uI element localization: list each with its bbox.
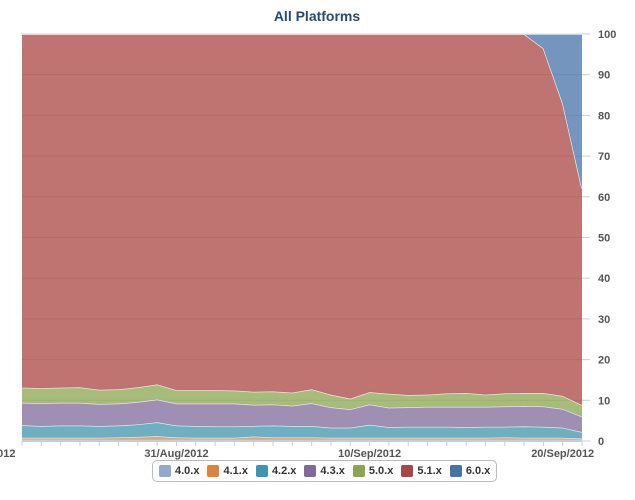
y-tick-label: 10 [598,395,610,407]
y-tick-label: 40 [598,273,610,285]
y-tick-label: 100 [598,29,616,41]
legend-item-5-1-x[interactable]: 5.1.x [401,465,442,477]
legend-swatch [449,465,462,477]
legend-label: 6.0.x [465,465,491,477]
x-tick-label: 21/Aug/2012 [0,448,15,460]
stacked-area-chart: All Platforms 0 10 20 30 40 50 60 70 80 90 100 21/A… [0,8,616,460]
legend-swatch [304,465,317,477]
x-tick-label: 10/Sep/2012 [338,448,401,460]
y-tick-label: 50 [598,233,610,245]
legend-swatch [255,465,268,477]
area-4-2-x [22,422,582,439]
legend-swatch [352,465,365,477]
legend-label: 5.1.x [417,465,442,477]
area-4-3-x [22,399,582,433]
axes: 0 10 20 30 40 50 60 70 80 90 100 21/Aug/2012 31/Aug/… [0,29,616,460]
y-tick-label: 0 [598,436,604,448]
y-tick-label: 70 [598,151,610,163]
legend-item-6-0-x[interactable]: 6.0.x [449,465,491,477]
y-tick-label: 30 [598,314,610,326]
y-tick-label: 90 [598,70,610,82]
legend-label: 4.3.x [320,465,345,477]
legend-swatch [401,465,414,477]
chart-title: All Platforms [274,8,361,24]
y-tick-label: 20 [598,355,610,367]
legend: 4.0.x 4.1.x 4.2.x 4.3.x 5.0.x 5.1.x 6.0.x [152,460,498,482]
series-areas [21,33,583,441]
legend-swatch [207,465,220,477]
legend-item-4-2-x[interactable]: 4.2.x [255,465,297,477]
legend-item-4-0-x[interactable]: 4.0.x [159,465,199,477]
legend-label: 4.1.x [223,465,248,477]
legend-label: 4.2.x [271,465,297,477]
legend-label: 5.0.x [368,465,394,477]
legend-item-4-1-x[interactable]: 4.1.x [207,465,248,477]
legend-item-5-0-x[interactable]: 5.0.x [352,465,394,477]
legend-label: 4.0.x [175,465,200,477]
x-tick-label: 20/Sep/2012 [531,448,594,460]
area-5-0-x [22,384,582,417]
legend-item-4-3-x[interactable]: 4.3.x [304,465,345,477]
y-tick-label: 80 [598,110,610,122]
legend-swatch [159,465,171,477]
y-tick-label: 60 [598,192,610,204]
area-5-1-x [22,34,582,406]
x-tick-label: 31/Aug/2012 [144,448,208,460]
